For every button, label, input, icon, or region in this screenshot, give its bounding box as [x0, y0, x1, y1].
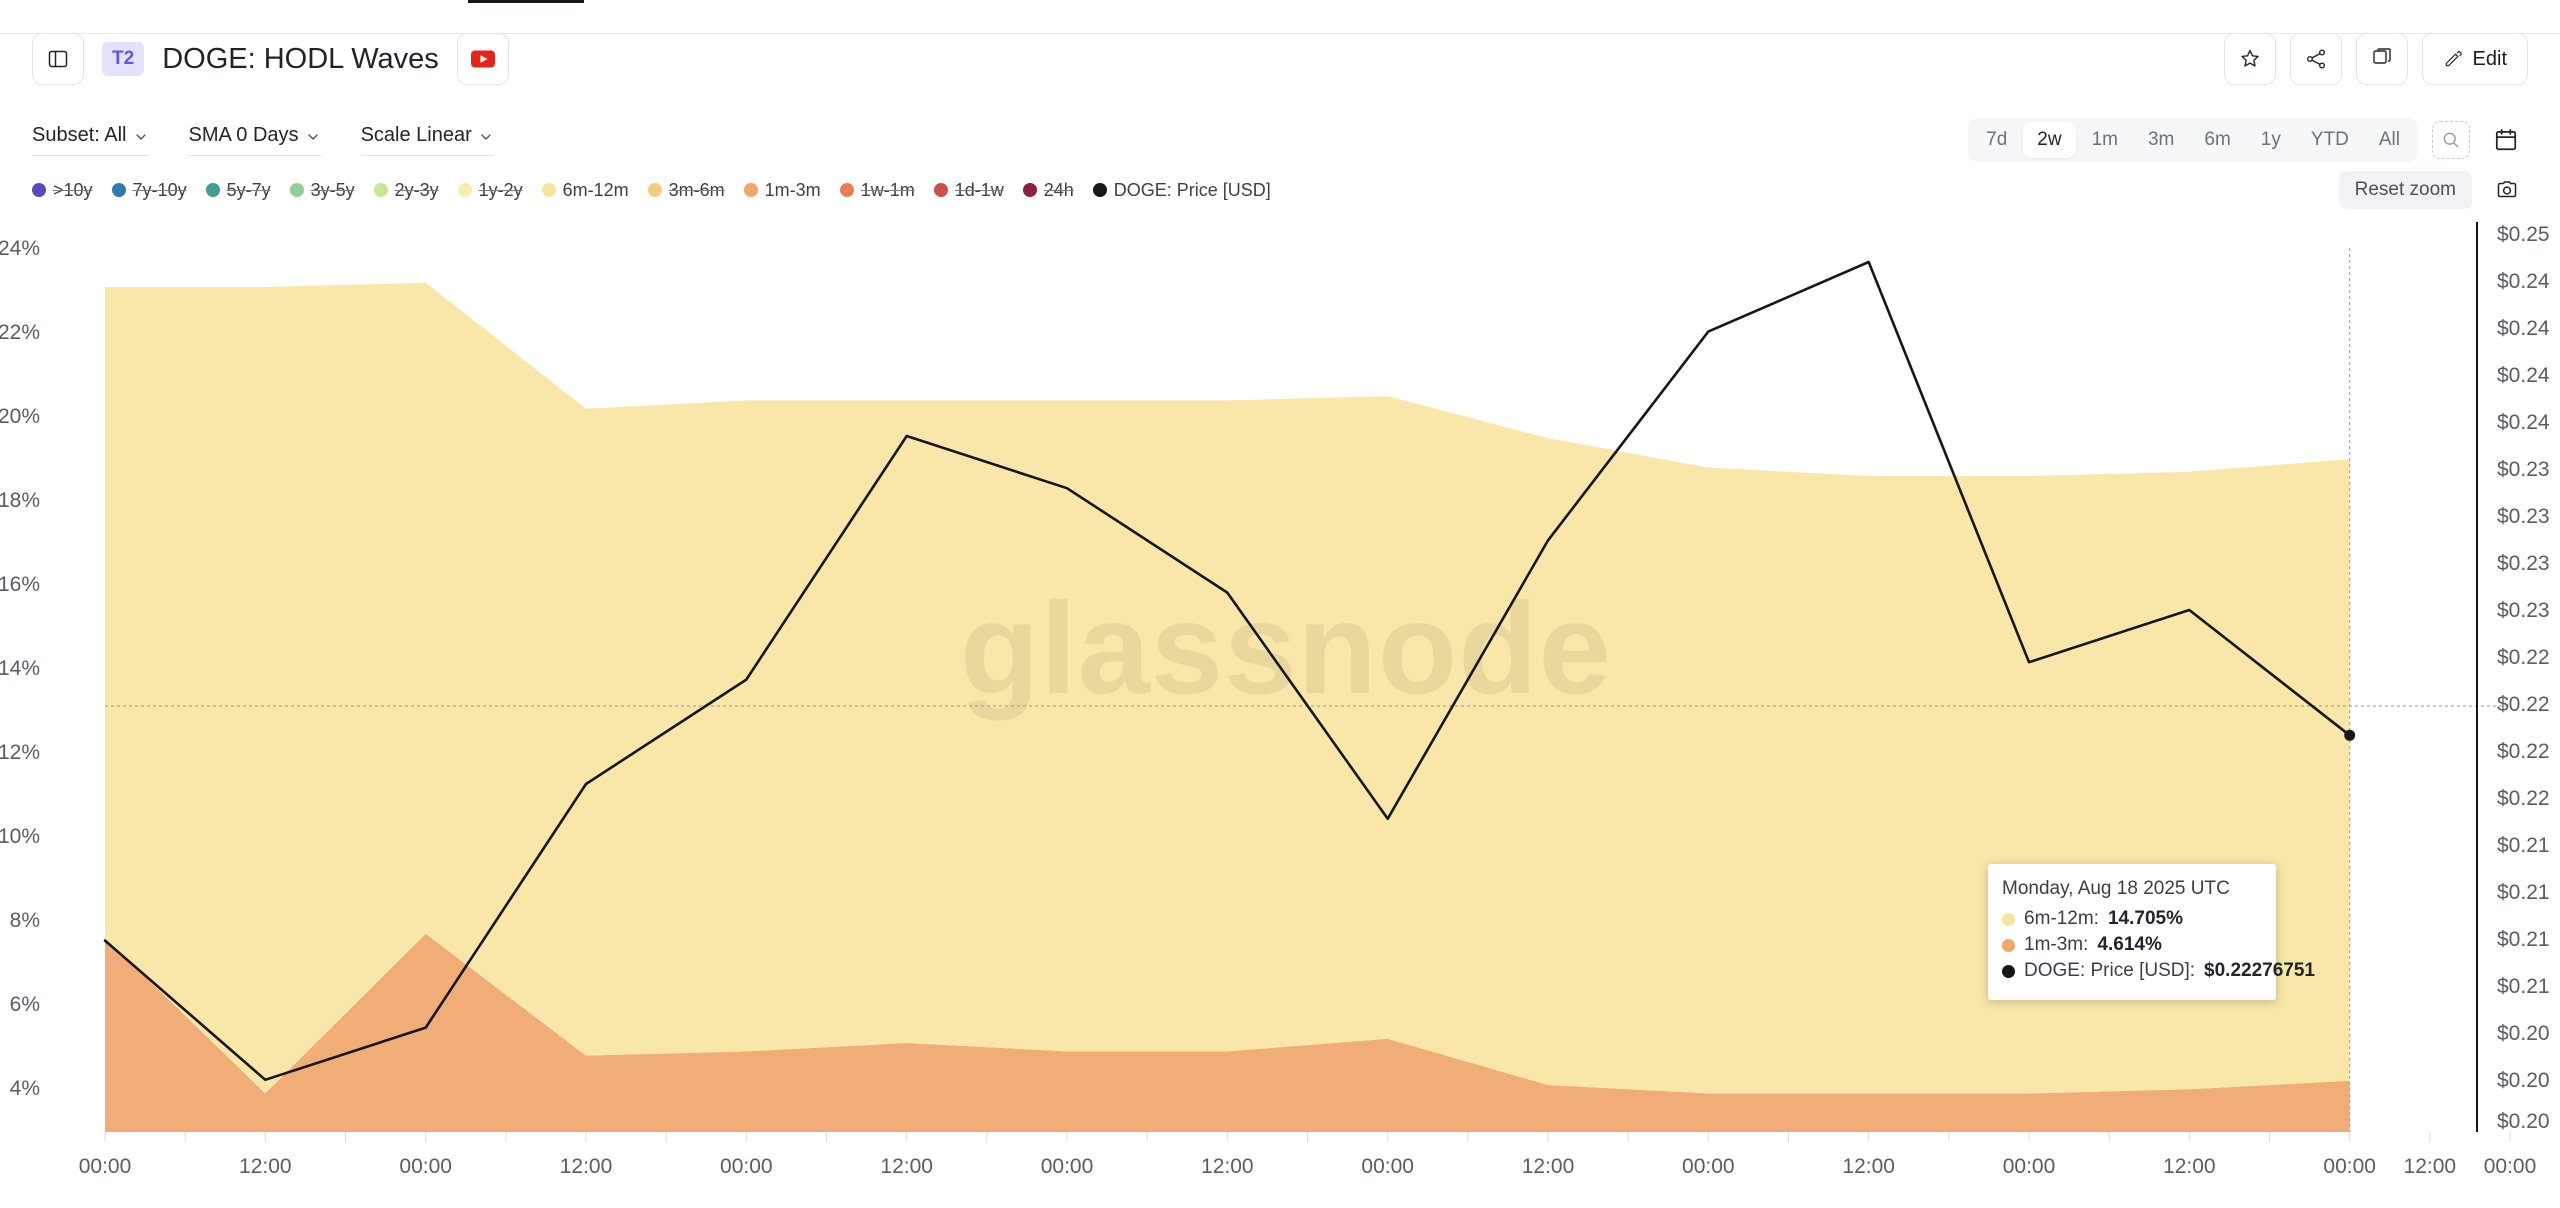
svg-text:$0.22: $0.22 — [2497, 693, 2550, 716]
svg-text:6%: 6% — [10, 993, 40, 1016]
svg-text:16%: 16% — [0, 573, 40, 596]
svg-text:$0.22: $0.22 — [2497, 646, 2550, 669]
svg-text:$0.21: $0.21 — [2497, 928, 2550, 951]
svg-text:00:00: 00:00 — [2323, 1155, 2376, 1178]
svg-text:$0.24: $0.24 — [2497, 317, 2550, 340]
svg-text:$0.21: $0.21 — [2497, 834, 2550, 857]
svg-text:$0.22: $0.22 — [2497, 787, 2550, 810]
svg-text:12:00: 12:00 — [1522, 1155, 1575, 1178]
svg-text:4%: 4% — [10, 1077, 40, 1100]
svg-text:12:00: 12:00 — [1201, 1155, 1254, 1178]
svg-text:$0.23: $0.23 — [2497, 458, 2550, 481]
svg-text:$0.20: $0.20 — [2497, 1069, 2550, 1092]
svg-text:$0.21: $0.21 — [2497, 975, 2550, 998]
svg-text:12:00: 12:00 — [2404, 1155, 2457, 1178]
svg-text:$0.24: $0.24 — [2497, 270, 2550, 293]
svg-text:24%: 24% — [0, 237, 40, 260]
svg-text:12%: 12% — [0, 741, 40, 764]
svg-text:00:00: 00:00 — [1361, 1155, 1414, 1178]
svg-text:00:00: 00:00 — [399, 1155, 452, 1178]
svg-text:00:00: 00:00 — [1682, 1155, 1735, 1178]
svg-text:12:00: 12:00 — [2163, 1155, 2216, 1178]
svg-text:00:00: 00:00 — [2003, 1155, 2056, 1178]
svg-text:8%: 8% — [10, 909, 40, 932]
svg-text:$0.25: $0.25 — [2497, 223, 2550, 246]
svg-text:$0.20: $0.20 — [2497, 1110, 2550, 1133]
svg-text:12:00: 12:00 — [239, 1155, 292, 1178]
svg-text:$0.23: $0.23 — [2497, 552, 2550, 575]
svg-text:$0.22: $0.22 — [2497, 740, 2550, 763]
svg-text:18%: 18% — [0, 489, 40, 512]
svg-text:00:00: 00:00 — [79, 1155, 132, 1178]
svg-text:$0.23: $0.23 — [2497, 599, 2550, 622]
svg-text:$0.24: $0.24 — [2497, 364, 2550, 387]
svg-text:12:00: 12:00 — [1842, 1155, 1895, 1178]
svg-text:20%: 20% — [0, 405, 40, 428]
svg-text:00:00: 00:00 — [1041, 1155, 1094, 1178]
svg-text:00:00: 00:00 — [720, 1155, 773, 1178]
svg-text:14%: 14% — [0, 657, 40, 680]
svg-text:$0.24: $0.24 — [2497, 411, 2550, 434]
svg-text:10%: 10% — [0, 825, 40, 848]
svg-text:00:00: 00:00 — [2484, 1155, 2537, 1178]
svg-text:12:00: 12:00 — [880, 1155, 933, 1178]
svg-text:$0.20: $0.20 — [2497, 1022, 2550, 1045]
svg-text:22%: 22% — [0, 321, 40, 344]
svg-text:12:00: 12:00 — [560, 1155, 613, 1178]
svg-text:$0.23: $0.23 — [2497, 505, 2550, 528]
svg-text:$0.21: $0.21 — [2497, 881, 2550, 904]
